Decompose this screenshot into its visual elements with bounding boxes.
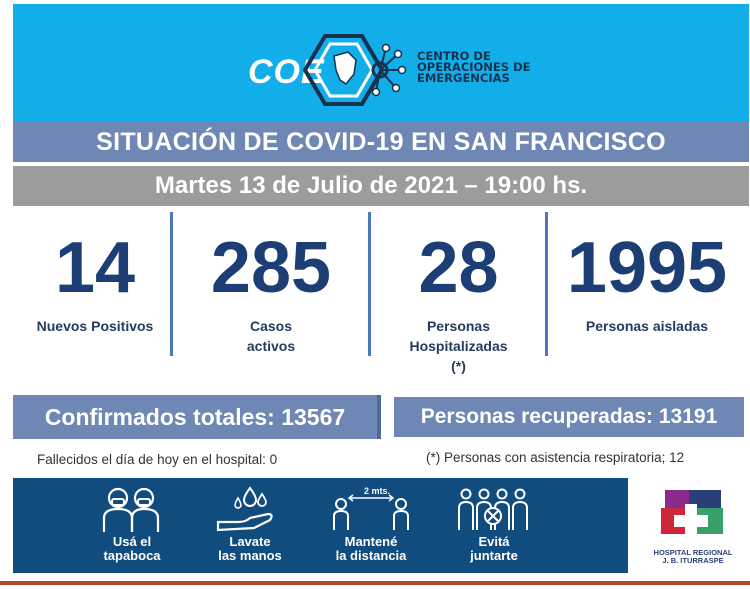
stat-hospitalized-value: 28 <box>418 228 499 308</box>
prevention-caption-mask: Usá el tapaboca <box>82 535 182 563</box>
hospital-name-line: HOSPITAL REGIONAL <box>653 548 733 557</box>
hospital-logo-icon <box>637 478 749 573</box>
prevention-banner <box>13 478 628 573</box>
caption-line: Mantené <box>344 534 398 549</box>
stat-new-positive-value: 14 <box>54 228 136 308</box>
prevention-caption-distance: Mantené la distancia <box>321 535 421 563</box>
stat-divider <box>545 212 548 356</box>
distance-icon <box>333 494 409 530</box>
prevention-caption-wash: Lavate las manos <box>200 535 300 563</box>
caption-line: Evitá <box>478 534 510 549</box>
stat-divider <box>368 212 371 356</box>
org-name-line: CENTRO DE <box>417 49 491 63</box>
distance-label: 2 mts. <box>363 486 390 496</box>
caption-line: tapaboca <box>103 548 161 563</box>
confirmed-total-box: Confirmados totales: 13567 <box>13 395 381 439</box>
coe-emblem-icon <box>302 34 407 106</box>
caption-line: la distancia <box>335 548 407 563</box>
stat-label-line: Personas aisladas <box>585 318 709 334</box>
caption-line: juntarte <box>470 548 518 563</box>
prevention-caption-gathering: Evitá juntarte <box>444 535 544 563</box>
stat-label-line: activos <box>246 338 296 354</box>
mask-people-icon <box>102 487 160 532</box>
caption-line: las manos <box>218 548 282 563</box>
title-bar <box>13 122 749 162</box>
hospital-name-line: J. B. ITURRASPE <box>662 556 724 565</box>
org-name-line: OPERACIONES DE <box>417 60 531 74</box>
stat-active-label: Casos activos <box>180 316 362 356</box>
date-bar <box>13 166 749 206</box>
stat-label-line: Hospitalizadas <box>409 338 508 354</box>
stat-active-value: 285 <box>210 228 332 308</box>
footer-line <box>0 581 750 585</box>
deceased-note: Fallecidos el día de hoy en el hospital:… <box>37 452 278 467</box>
stat-new-positive-label: Nuevos Positivos <box>20 316 170 336</box>
stat-isolated-value: 1995 <box>566 228 728 308</box>
caption-line: Lavate <box>229 534 271 549</box>
coe-org-name: CENTRO DE OPERACIONES DE EMERGENCIAS <box>417 49 567 85</box>
no-gathering-icon <box>458 488 528 530</box>
stat-divider <box>170 212 173 356</box>
wash-hands-icon <box>216 486 273 532</box>
report-date: Martes 13 de Julio de 2021 – 19:00 hs. <box>154 172 588 199</box>
stat-isolated-label: Personas aisladas <box>552 316 742 336</box>
page-title: SITUACIÓN DE COVID-19 EN SAN FRANCISCO <box>96 128 666 156</box>
org-name-line: EMERGENCIAS <box>417 71 510 85</box>
stat-label-line: Personas <box>426 318 491 334</box>
stat-hospitalized-label: Personas Hospitalizadas (*) <box>376 316 541 376</box>
hospital-name: HOSPITAL REGIONAL J. B. ITURRASPE <box>637 549 749 565</box>
stat-label-line: Nuevos Positivos <box>36 318 154 334</box>
stat-label-line: Casos <box>249 318 293 334</box>
respiratory-note: (*) Personas con asistencia respiratoria… <box>426 450 685 465</box>
recovered-total-box: Personas recuperadas: 13191 <box>394 397 744 437</box>
stat-label-line: (*) <box>451 358 466 374</box>
caption-line: Usá el <box>112 534 152 549</box>
